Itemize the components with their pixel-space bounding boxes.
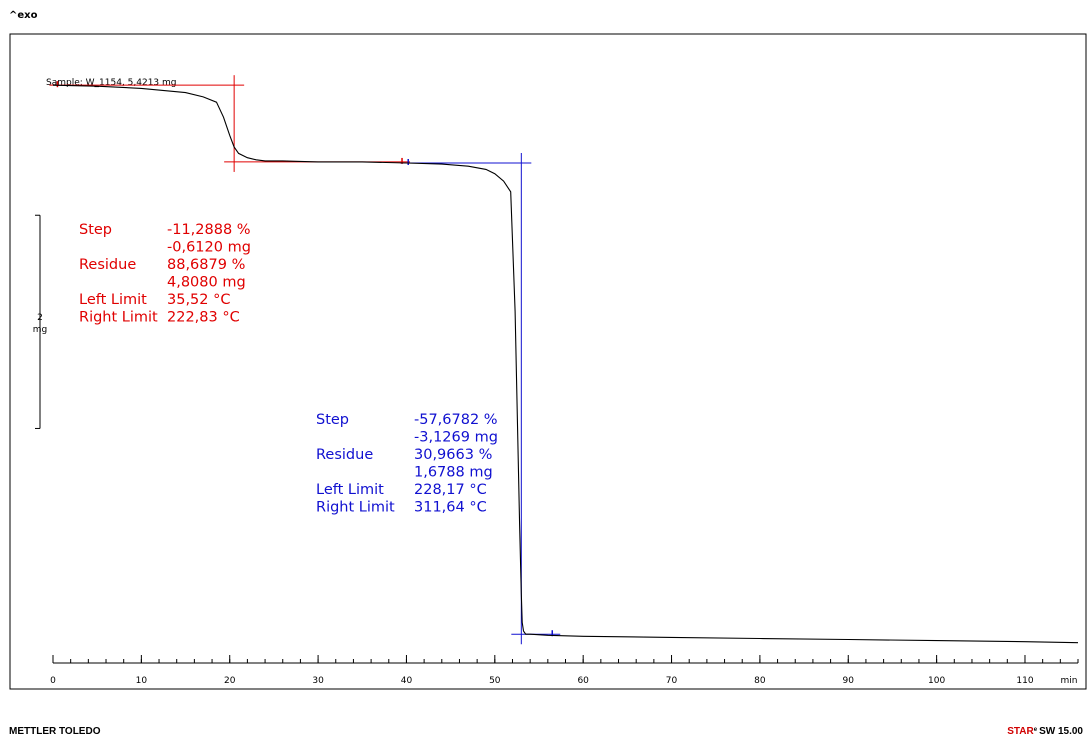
result-value: -0,6120 mg bbox=[167, 240, 251, 256]
result-value: 30,9663 % bbox=[414, 447, 492, 463]
star-sw-brand: STARe SW 15.00 bbox=[1007, 726, 1083, 737]
result-label: Step bbox=[316, 412, 349, 428]
x-tick-label: 0 bbox=[50, 676, 56, 686]
result-value: 1,6788 mg bbox=[414, 465, 493, 481]
x-tick-label: 110 bbox=[1016, 676, 1033, 686]
result-value: -3,1269 mg bbox=[414, 430, 498, 446]
x-tick-label: 90 bbox=[843, 676, 855, 686]
x-tick-label: 80 bbox=[754, 676, 766, 686]
sample-label: Sample: W_1154, 5,4213 mg bbox=[46, 78, 177, 88]
result-label: Left Limit bbox=[316, 482, 384, 498]
result-label: Right Limit bbox=[79, 310, 158, 326]
step-evaluation-lines bbox=[49, 75, 561, 645]
x-tick-label: 20 bbox=[224, 676, 236, 686]
y-scale-value: 2 bbox=[37, 313, 43, 323]
result-value: -57,6782 % bbox=[414, 412, 498, 428]
x-tick-label: 100 bbox=[928, 676, 945, 686]
x-minor-ticks bbox=[52, 659, 1079, 663]
result-label: Residue bbox=[79, 257, 136, 273]
mettler-toledo-brand: METTLER TOLEDO bbox=[9, 726, 101, 737]
step-evaluation-results: Step -11,2888 % -0,6120 mg Residue 88,6879 %… bbox=[79, 222, 498, 516]
result-value: 228,17 °C bbox=[414, 482, 487, 498]
x-axis-unit: min bbox=[1061, 676, 1078, 686]
tga-curve bbox=[52, 84, 1079, 644]
result-label: Residue bbox=[316, 447, 373, 463]
star-suffix: e bbox=[1034, 727, 1038, 733]
result-value: 222,83 °C bbox=[167, 310, 240, 326]
y-scale-unit: mg bbox=[33, 325, 47, 335]
sw-version: SW 15.00 bbox=[1039, 726, 1083, 737]
result-label: Step bbox=[79, 222, 112, 238]
result-value: 35,52 °C bbox=[167, 292, 231, 308]
exo-label: ^exo bbox=[9, 10, 38, 21]
result-value: 4,8080 mg bbox=[167, 275, 246, 291]
star-text: STAR bbox=[1007, 726, 1034, 737]
result-value: 311,64 °C bbox=[414, 500, 487, 516]
x-tick-label: 50 bbox=[489, 676, 501, 686]
x-tick-label: 60 bbox=[577, 676, 589, 686]
plot-frame bbox=[9, 33, 1087, 690]
x-tick-label: 40 bbox=[401, 676, 413, 686]
x-tick-label: 10 bbox=[136, 676, 148, 686]
y-scale-bar: 2 mg bbox=[33, 214, 47, 429]
result-value: 88,6879 % bbox=[167, 257, 245, 273]
result-label: Left Limit bbox=[79, 292, 147, 308]
x-tick-label: 30 bbox=[312, 676, 324, 686]
result-value: -11,2888 % bbox=[167, 222, 251, 238]
result-label: Right Limit bbox=[316, 500, 395, 516]
x-tick-label: 70 bbox=[666, 676, 678, 686]
x-major-ticks: 0 10 20 30 40 50 60 70 80 90 100 110 bbox=[50, 655, 1034, 686]
x-axis: 0 10 20 30 40 50 60 70 80 90 100 110 min bbox=[50, 655, 1079, 686]
